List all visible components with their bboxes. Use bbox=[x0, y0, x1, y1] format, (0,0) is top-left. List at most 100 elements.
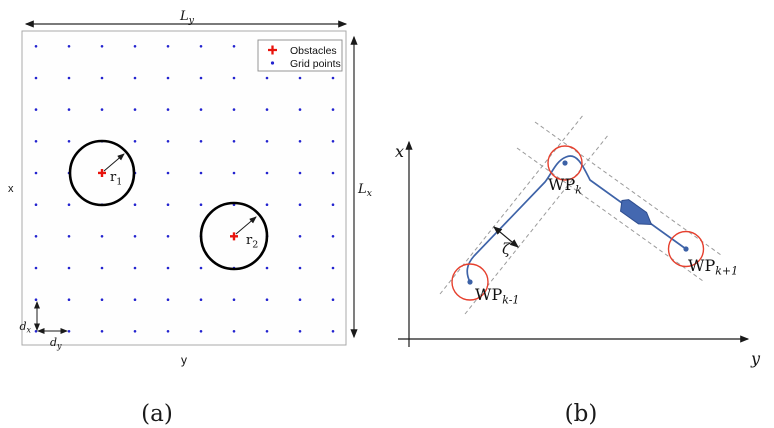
grid-point bbox=[298, 76, 302, 80]
grid-point bbox=[265, 108, 269, 111]
grid-point bbox=[133, 140, 137, 143]
grid-point bbox=[331, 298, 335, 302]
ly-label: Ly bbox=[179, 9, 195, 26]
grid-point bbox=[232, 108, 236, 111]
grid-point bbox=[265, 171, 269, 175]
caption-a: (a) bbox=[141, 401, 173, 427]
grid-point bbox=[265, 76, 269, 80]
vehicle bbox=[619, 199, 653, 226]
grid-point bbox=[232, 45, 236, 48]
grid-point bbox=[67, 108, 71, 111]
obstacle-2-circle bbox=[199, 201, 269, 271]
grid-point bbox=[166, 45, 170, 48]
figure-a: Ly Lx x y r1 r2 dx dy Obstacles Gri bbox=[8, 9, 373, 427]
figure-a-y-axis-label: y bbox=[181, 353, 187, 367]
grid-point bbox=[100, 76, 104, 80]
figure-b: x y ζ WPk-1 WPk bbox=[395, 113, 761, 427]
grid-point bbox=[298, 203, 302, 206]
grid-point bbox=[100, 298, 104, 302]
grid-point bbox=[166, 235, 170, 238]
grid-point bbox=[67, 330, 71, 333]
grid-point bbox=[133, 266, 137, 270]
grid-point bbox=[199, 76, 203, 80]
grid-point bbox=[199, 203, 203, 206]
grid-point bbox=[34, 140, 38, 143]
radius-2-arrow bbox=[235, 216, 257, 235]
grid-point bbox=[166, 76, 170, 80]
vehicle-shape bbox=[619, 199, 653, 226]
grid-point bbox=[133, 76, 137, 80]
grid-point bbox=[100, 108, 104, 111]
grid-point bbox=[199, 330, 203, 333]
grid-point bbox=[100, 266, 104, 270]
grid-point bbox=[331, 171, 335, 175]
waypoint-dot-k+1 bbox=[683, 246, 689, 252]
grid-point bbox=[199, 266, 203, 270]
radius-1-label: r1 bbox=[110, 170, 122, 188]
grid-point bbox=[265, 266, 269, 270]
grid-point bbox=[100, 45, 104, 48]
grid-point bbox=[232, 171, 236, 175]
grid-point bbox=[133, 45, 137, 48]
grid-point bbox=[331, 140, 335, 143]
grid-point bbox=[265, 140, 269, 143]
waypoint-label-k-1: WPk-1 bbox=[475, 285, 519, 307]
grid-point bbox=[331, 108, 335, 111]
grid-point bbox=[199, 108, 203, 111]
figure-b-y-axis-label: y bbox=[750, 349, 761, 368]
grid-point bbox=[133, 108, 137, 111]
grid-point bbox=[166, 330, 170, 333]
waypoint-dot-k-1 bbox=[467, 279, 473, 285]
corridor-width-arrow bbox=[493, 226, 519, 248]
obstacle-marker bbox=[98, 168, 106, 177]
obstacle-marker bbox=[230, 232, 238, 241]
corridor-boundaries bbox=[439, 113, 722, 315]
radius-2-label: r2 bbox=[246, 233, 258, 251]
dy-label: dy bbox=[50, 336, 62, 351]
grid-point bbox=[232, 330, 236, 333]
grid-point bbox=[34, 108, 38, 111]
figure-b-x-axis-label: x bbox=[395, 142, 404, 161]
waypoint-circle-k bbox=[547, 145, 583, 181]
grid-point bbox=[199, 171, 203, 175]
grid-point bbox=[67, 140, 71, 143]
waypoint-label-k: WPk bbox=[548, 175, 582, 197]
corridor-line-seg1-left bbox=[439, 113, 585, 295]
grid-point bbox=[34, 76, 38, 80]
corridor-line-seg2-upper bbox=[534, 121, 722, 256]
grid-point bbox=[298, 298, 302, 302]
grid-point bbox=[67, 76, 71, 80]
grid-point bbox=[298, 108, 302, 111]
grid-point-legend-icon bbox=[270, 61, 275, 65]
grid-point bbox=[331, 76, 335, 80]
grid-point bbox=[232, 76, 236, 80]
grid-point bbox=[166, 203, 170, 206]
obstacle-legend-icon bbox=[268, 45, 277, 55]
grid-point bbox=[331, 235, 335, 238]
grid-point bbox=[34, 171, 38, 175]
obstacle-1-circle bbox=[68, 139, 136, 207]
grid-point bbox=[34, 298, 38, 302]
grid-point bbox=[100, 330, 104, 333]
dx-label: dx bbox=[19, 320, 31, 335]
grid-point bbox=[34, 266, 38, 270]
grid-point bbox=[133, 235, 137, 238]
legend-box bbox=[257, 39, 343, 72]
grid-point bbox=[298, 330, 302, 333]
grid-point bbox=[67, 298, 71, 302]
grid-point bbox=[166, 171, 170, 175]
grid-point bbox=[67, 203, 71, 206]
grid-point bbox=[133, 203, 137, 206]
waypoint-dots bbox=[467, 160, 689, 285]
obstacle-markers bbox=[98, 168, 238, 241]
grid-point bbox=[232, 140, 236, 143]
grid-point bbox=[34, 330, 38, 333]
legend: Obstacles Grid points bbox=[257, 39, 343, 72]
grid-point bbox=[166, 140, 170, 143]
waypoint-circle-k+1 bbox=[667, 230, 705, 268]
grid-point bbox=[331, 266, 335, 270]
grid-point bbox=[100, 235, 104, 238]
grid-point bbox=[298, 266, 302, 270]
lx-label: Lx bbox=[357, 182, 373, 199]
